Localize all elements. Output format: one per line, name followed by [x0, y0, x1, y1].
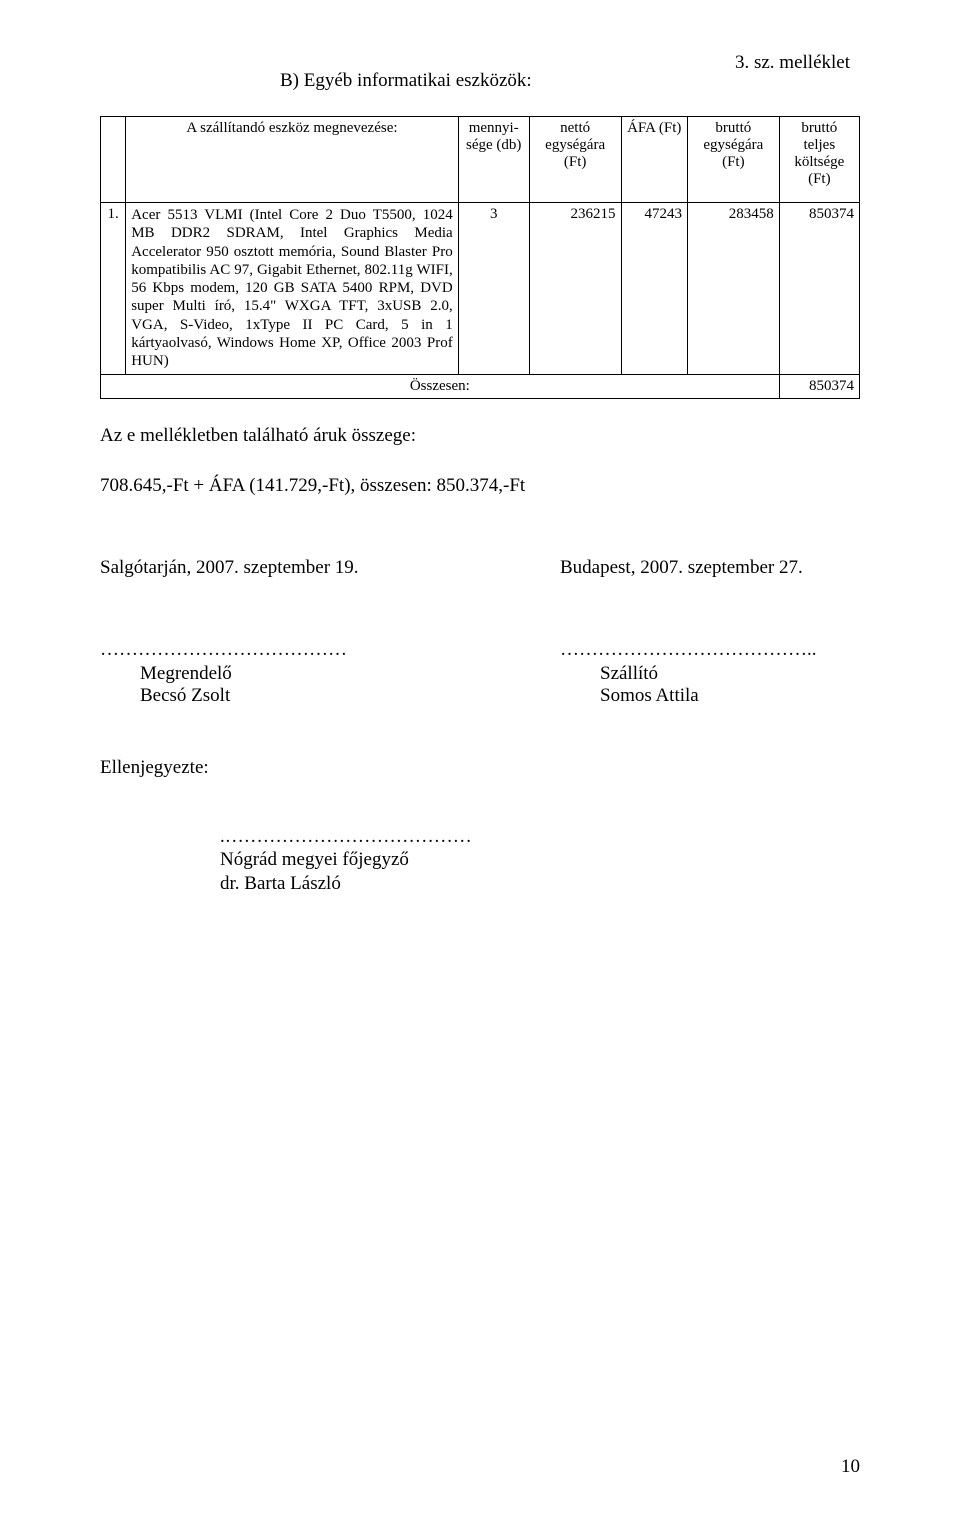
date-left: Salgótarján, 2007. szeptember 19. — [100, 557, 480, 579]
goods-sum-label: Az e mellékletben található áruk összege… — [100, 425, 860, 447]
th-gross: bruttó egységára (Ft) — [687, 117, 779, 203]
date-right: Budapest, 2007. szeptember 27. — [480, 557, 860, 579]
th-total: bruttó teljes költsége (Ft) — [779, 117, 859, 203]
signature-left: ………………………………… Megrendelő Becsó Zsolt — [100, 639, 480, 707]
th-afa: ÁFA (Ft) — [621, 117, 687, 203]
cell-afa: 47243 — [621, 203, 687, 375]
signature-right: ………………………………….. Szállító Somos Attila — [480, 639, 860, 707]
cell-qty: 3 — [458, 203, 529, 375]
table-row: 1. Acer 5513 VLMI (Intel Core 2 Duo T550… — [101, 203, 860, 375]
cell-gross: 283458 — [687, 203, 779, 375]
date-row: Salgótarján, 2007. szeptember 19. Budape… — [100, 557, 860, 579]
th-net: nettó egységára (Ft) — [529, 117, 621, 203]
cell-net: 236215 — [529, 203, 621, 375]
equipment-table: A szállítandó eszköz megnevezése: mennyi… — [100, 116, 860, 399]
sum-value: 850374 — [779, 374, 859, 398]
sign-right-dots: ………………………………….. — [560, 639, 860, 661]
cell-index: 1. — [101, 203, 126, 375]
countersign-label: Ellenjegyezte: — [100, 757, 860, 779]
cell-total: 850374 — [779, 203, 859, 375]
cs-name: dr. Barta László — [220, 872, 860, 896]
th-qty: mennyi-sége (db) — [458, 117, 529, 203]
table-header-row: A szállítandó eszköz megnevezése: mennyi… — [101, 117, 860, 203]
goods-sum-value: 708.645,-Ft + ÁFA (141.729,-Ft), összese… — [100, 475, 860, 497]
sign-left-name: Becsó Zsolt — [100, 685, 480, 707]
th-index — [101, 117, 126, 203]
sign-right-role: Szállító — [560, 663, 860, 685]
sign-right-name: Somos Attila — [560, 685, 860, 707]
table-sum-row: Összesen: 850374 — [101, 374, 860, 398]
sum-label: Összesen: — [101, 374, 780, 398]
sign-left-dots: ………………………………… — [100, 639, 480, 661]
signature-block: ………………………………… Megrendelő Becsó Zsolt ………… — [100, 639, 860, 707]
page-number: 10 — [841, 1456, 860, 1478]
countersign-block: .………………………………… Nógrád megyei főjegyző dr… — [100, 825, 860, 896]
cs-dots: .………………………………… — [220, 825, 860, 849]
cs-title: Nógrád megyei főjegyző — [220, 848, 860, 872]
th-desc: A szállítandó eszköz megnevezése: — [126, 117, 458, 203]
annex-label: 3. sz. melléklet — [735, 52, 850, 74]
cell-desc: Acer 5513 VLMI (Intel Core 2 Duo T5500, … — [126, 203, 458, 375]
sign-left-role: Megrendelő — [100, 663, 480, 685]
